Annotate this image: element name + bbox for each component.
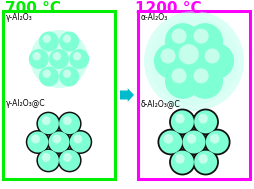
Text: γ-Al₂O₃@C: γ-Al₂O₃@C xyxy=(6,99,46,108)
Circle shape xyxy=(198,43,234,79)
Circle shape xyxy=(187,134,196,144)
Circle shape xyxy=(38,150,59,171)
Circle shape xyxy=(157,129,184,155)
Circle shape xyxy=(47,130,71,154)
Circle shape xyxy=(154,43,190,79)
Circle shape xyxy=(59,150,80,171)
Circle shape xyxy=(36,148,60,172)
Text: α-Al₂O₃: α-Al₂O₃ xyxy=(141,13,168,22)
Circle shape xyxy=(210,134,219,144)
Circle shape xyxy=(187,23,223,59)
Circle shape xyxy=(194,110,217,133)
Circle shape xyxy=(39,67,59,87)
Circle shape xyxy=(39,32,59,52)
Circle shape xyxy=(165,63,201,99)
Circle shape xyxy=(204,48,220,64)
Circle shape xyxy=(59,32,79,52)
Circle shape xyxy=(49,49,69,69)
Circle shape xyxy=(63,70,71,78)
Circle shape xyxy=(33,52,41,60)
Circle shape xyxy=(63,116,72,125)
Circle shape xyxy=(58,148,82,172)
Circle shape xyxy=(160,48,176,64)
Circle shape xyxy=(171,29,186,44)
Circle shape xyxy=(204,129,231,155)
Text: 1200 °C: 1200 °C xyxy=(135,1,202,16)
Circle shape xyxy=(169,109,196,135)
Circle shape xyxy=(37,37,81,81)
Circle shape xyxy=(49,132,70,153)
Circle shape xyxy=(52,135,61,143)
Circle shape xyxy=(59,67,79,87)
Circle shape xyxy=(150,17,238,105)
Circle shape xyxy=(192,109,219,135)
Circle shape xyxy=(175,114,185,123)
Circle shape xyxy=(169,149,196,175)
Circle shape xyxy=(53,52,61,60)
Circle shape xyxy=(198,154,208,164)
Text: γ-Al₂O₃: γ-Al₂O₃ xyxy=(6,13,33,22)
Text: δ-Al₂O₃@C: δ-Al₂O₃@C xyxy=(141,99,181,108)
Circle shape xyxy=(179,44,199,64)
Circle shape xyxy=(144,11,244,111)
Circle shape xyxy=(31,135,40,143)
Bar xyxy=(138,11,250,179)
Circle shape xyxy=(42,153,51,162)
Circle shape xyxy=(198,114,208,123)
FancyArrow shape xyxy=(120,88,134,102)
Circle shape xyxy=(36,112,60,136)
Circle shape xyxy=(69,49,89,69)
Circle shape xyxy=(68,130,92,154)
Circle shape xyxy=(70,132,91,153)
Circle shape xyxy=(194,29,209,44)
Circle shape xyxy=(171,110,194,133)
Circle shape xyxy=(206,130,229,153)
Circle shape xyxy=(29,49,49,69)
Circle shape xyxy=(183,130,205,153)
Circle shape xyxy=(165,23,201,59)
Circle shape xyxy=(194,151,217,174)
Circle shape xyxy=(58,112,82,136)
Circle shape xyxy=(73,135,82,143)
Circle shape xyxy=(159,130,182,153)
Circle shape xyxy=(187,63,223,99)
Circle shape xyxy=(171,151,194,174)
Circle shape xyxy=(42,116,51,125)
Circle shape xyxy=(163,134,173,144)
Circle shape xyxy=(175,154,185,164)
Circle shape xyxy=(63,35,71,43)
Circle shape xyxy=(42,35,51,43)
Circle shape xyxy=(38,113,59,134)
Circle shape xyxy=(59,113,80,134)
Bar xyxy=(3,11,115,179)
Circle shape xyxy=(194,68,209,83)
Circle shape xyxy=(30,30,88,88)
Circle shape xyxy=(27,132,48,153)
Circle shape xyxy=(171,68,186,83)
Circle shape xyxy=(63,153,72,162)
Circle shape xyxy=(26,130,50,154)
Circle shape xyxy=(170,37,218,85)
Circle shape xyxy=(42,70,51,78)
Circle shape xyxy=(73,52,81,60)
Circle shape xyxy=(192,149,219,175)
Text: 700 °C: 700 °C xyxy=(5,1,61,16)
Circle shape xyxy=(181,129,207,155)
